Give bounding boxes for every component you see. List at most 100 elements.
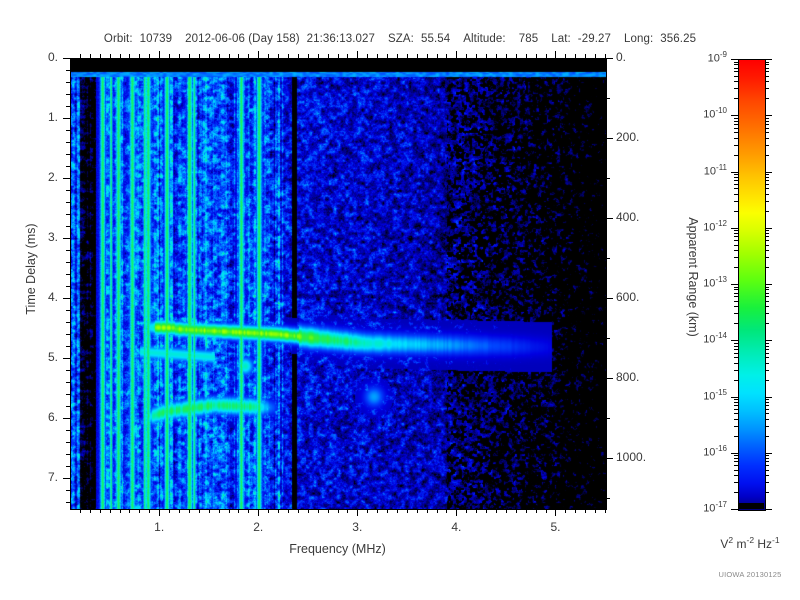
colorbar-tick-minor: [765, 183, 769, 185]
left-tick-minor: [66, 214, 70, 215]
x-tick-label: 5.: [550, 520, 561, 534]
x-tick-minor: [278, 509, 280, 513]
left-tick-label: 2.: [47, 170, 58, 184]
colorbar-tick-minor: [765, 250, 769, 252]
colorbar-tick-minor: [734, 357, 738, 359]
right-tick-minor: [606, 258, 610, 259]
left-tick-major: [63, 478, 70, 479]
colorbar-tick-minor: [734, 250, 738, 252]
colorbar-tick-minor: [734, 144, 738, 146]
left-tick-minor: [66, 346, 70, 347]
x-tick-minor: [525, 509, 527, 513]
colorbar-tick-minor: [734, 188, 738, 190]
x-tick-minor-top: [595, 54, 597, 58]
colorbar-tick-label: 10-13: [679, 275, 727, 290]
colorbar-tick-minor: [734, 475, 738, 477]
colorbar-tick-minor: [734, 75, 738, 77]
x-tick-minor: [79, 509, 81, 513]
colorbar-tick-major: [765, 396, 772, 398]
x-tick-minor: [149, 509, 151, 513]
colorbar-tick-minor: [734, 81, 738, 83]
x-tick-minor-top: [99, 54, 101, 58]
left-tick-label: 1.: [47, 110, 58, 124]
colorbar-tick-label: 10-9: [679, 50, 727, 65]
colorbar-tick-minor: [734, 132, 738, 134]
colorbar-tick-minor: [765, 71, 769, 73]
left-tick-minor: [66, 82, 70, 83]
x-tick-minor: [545, 509, 547, 513]
right-tick-major: [606, 298, 613, 299]
colorbar-tick-minor: [765, 475, 769, 477]
x-tick-minor-top: [515, 54, 517, 58]
colorbar-tick-minor: [734, 342, 738, 344]
colorbar-tick-minor: [765, 174, 769, 176]
x-tick-minor: [337, 509, 339, 513]
left-tick-minor: [66, 250, 70, 251]
right-tick-label: 400.: [616, 210, 640, 224]
right-tick-label: 200.: [616, 130, 640, 144]
colorbar-mantissa: 10: [703, 108, 716, 121]
left-tick-minor: [66, 334, 70, 335]
colorbar-tick-minor: [765, 482, 769, 484]
colorbar-tick-minor: [765, 300, 769, 302]
x-tick-minor: [327, 509, 329, 513]
left-tick-major: [63, 58, 70, 59]
colorbar-tick-minor: [734, 257, 738, 259]
x-tick-minor: [466, 509, 468, 513]
x-tick-minor: [99, 509, 101, 513]
right-tick-label: 800.: [616, 370, 640, 384]
colorbar-tick-label: 10-11: [679, 163, 727, 178]
colorbar-tick-minor: [734, 300, 738, 302]
left-tick-minor: [66, 274, 70, 275]
unit-hz-exp: -1: [772, 535, 780, 545]
colorbar-tick-minor: [734, 123, 738, 125]
x-tick-minor-top: [218, 54, 220, 58]
left-tick-major: [63, 178, 70, 179]
colorbar-tick-minor: [765, 342, 769, 344]
colorbar-tick-minor: [734, 267, 738, 269]
colorbar-tick-minor: [734, 401, 738, 403]
longitude-value: 356.25: [660, 33, 697, 45]
x-tick-minor: [178, 509, 180, 513]
colorbar-tick-minor: [734, 120, 738, 122]
colorbar-tick-minor: [734, 193, 738, 195]
x-tick-minor: [317, 509, 319, 513]
x-tick-minor: [109, 509, 111, 513]
colorbar-tick-minor: [765, 418, 769, 420]
x-tick-minor: [139, 509, 141, 513]
colorbar-tick-minor: [765, 348, 769, 350]
left-tick-minor: [66, 70, 70, 71]
left-tick-label: 4.: [47, 290, 58, 304]
colorbar-tick-minor: [765, 88, 769, 90]
colorbar-tick-major: [731, 115, 738, 117]
latitude-value: -29.27: [577, 33, 612, 45]
right-tick-major: [606, 138, 613, 139]
x-tick-minor-top: [228, 54, 230, 58]
left-tick-label: 3.: [47, 230, 58, 244]
x-tick-minor: [575, 509, 577, 513]
sza-label: SZA:: [388, 33, 414, 45]
unit-m-exp: -2: [746, 535, 755, 545]
colorbar-tick-minor: [734, 200, 738, 202]
x-tick-minor-top: [466, 54, 468, 58]
colorbar-tick-label: 10-10: [679, 106, 727, 121]
colorbar-tick-major: [765, 509, 772, 510]
x-tick-minor-top: [278, 54, 280, 58]
observation-time: 21:36:13.027: [306, 33, 375, 45]
colorbar-tick-minor: [765, 267, 769, 269]
colorbar-tick-minor: [765, 401, 769, 403]
colorbar-tick-minor: [765, 369, 769, 371]
colorbar-tick-minor: [765, 233, 769, 235]
x-tick-minor: [129, 509, 131, 513]
right-tick-label: 1000.: [616, 450, 647, 464]
right-tick-label: 0.: [616, 50, 627, 64]
colorbar-tick-minor: [765, 67, 769, 69]
x-tick-minor-top: [89, 54, 91, 58]
altitude-label: Altitude:: [463, 33, 506, 45]
x-tick-label: 1.: [154, 520, 165, 534]
colorbar-exponent: -9: [719, 50, 727, 59]
colorbar-mantissa: 10: [703, 502, 716, 515]
colorbar-tick-minor: [734, 482, 738, 484]
x-tick-minor: [496, 509, 498, 513]
x-tick-minor-top: [367, 54, 369, 58]
